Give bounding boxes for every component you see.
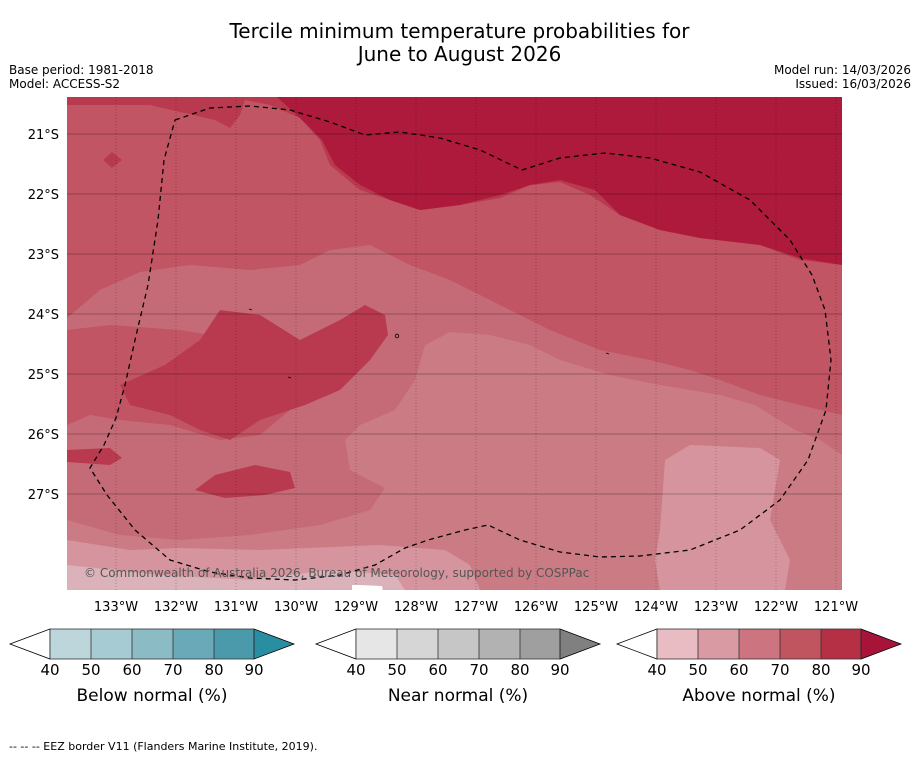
region-90-100-edge: [67, 448, 122, 465]
issued-date: Issued: 16/03/2026: [795, 77, 911, 91]
title-line-2: June to August 2026: [357, 42, 562, 66]
gridlines: [67, 97, 842, 590]
cb-near-tick: 70: [469, 661, 489, 679]
cb-below-tick: 40: [40, 661, 60, 679]
lon-label: 123°W: [694, 600, 738, 615]
model-run: Model run: 14/03/2026: [773, 63, 911, 77]
lon-label: 129°W: [334, 600, 378, 615]
title-line-1: Tercile minimum temperature probabilitie…: [229, 19, 690, 43]
lat-label: 22°S: [28, 188, 59, 203]
cb-near-tick: 90: [550, 661, 570, 679]
cb-near-title: Near normal (%): [387, 686, 529, 706]
lat-label: 23°S: [28, 248, 59, 263]
cb-near-tick: 40: [346, 661, 366, 679]
lon-label: 127°W: [454, 600, 498, 615]
base-period: Base period: 1981-2018: [9, 63, 154, 77]
region-90-100-south: [195, 465, 295, 498]
colorbar-above: [615, 628, 903, 660]
cb-above-tick: 50: [688, 661, 708, 679]
lon-label: 125°W: [574, 600, 618, 615]
cb-above-tick: 90: [851, 661, 871, 679]
cb-above-title: Above normal (%): [682, 686, 836, 706]
lon-label: 122°W: [754, 600, 798, 615]
lon-label: 128°W: [394, 600, 438, 615]
lon-label: 130°W: [274, 600, 318, 615]
colorbar-below: [8, 628, 296, 660]
cb-below-tick: 70: [163, 661, 183, 679]
cb-above-tick: 40: [647, 661, 667, 679]
colorbars: [8, 628, 903, 660]
copyright-notice: © Commonwealth of Australia 2026, Bureau…: [84, 566, 589, 580]
cb-below-tick: 60: [122, 661, 142, 679]
cb-below-tick: 50: [81, 661, 101, 679]
region-90-100-west: [120, 305, 388, 440]
lat-label: 21°S: [28, 128, 59, 143]
footnote: -- -- -- EEZ border V11 (Flanders Marine…: [9, 740, 318, 753]
lon-label: 126°W: [514, 600, 558, 615]
colorbar-near: [314, 628, 602, 660]
map-notch: [352, 585, 383, 592]
meta-left: Base period: 1981-2018 Model: ACCESS-S2: [9, 63, 154, 91]
region-100: [277, 97, 842, 265]
lat-label: 26°S: [28, 428, 59, 443]
cb-near-tick: 60: [428, 661, 448, 679]
region-90-small: [103, 152, 122, 168]
map-fill-layer: [67, 97, 842, 590]
lon-labels: 133°W 132°W 131°W 130°W 129°W 128°W 127°…: [94, 600, 858, 615]
cb-above-tick: 60: [729, 661, 749, 679]
cb-below-tick: 90: [244, 661, 264, 679]
lon-label: 131°W: [214, 600, 258, 615]
lon-label: 124°W: [634, 600, 678, 615]
meta-right: Model run: 14/03/2026 Issued: 16/03/2026: [774, 63, 911, 91]
cb-below-title: Below normal (%): [76, 686, 228, 706]
cb-near-tick: 50: [387, 661, 407, 679]
lon-label: 132°W: [154, 600, 198, 615]
cb-near-tick: 80: [510, 661, 530, 679]
lat-label: 27°S: [28, 488, 59, 503]
lon-label: 121°W: [814, 600, 858, 615]
lat-label: 24°S: [28, 308, 59, 323]
cb-above-tick: 80: [811, 661, 831, 679]
lat-labels: 21°S 22°S 23°S 24°S 25°S 26°S 27°S: [28, 128, 59, 503]
probability-map: © Commonwealth of Australia 2026, Bureau…: [28, 97, 858, 615]
islands: [248, 308, 610, 379]
chart-title: Tercile minimum temperature probabilitie…: [0, 20, 919, 66]
cb-above-tick: 70: [770, 661, 790, 679]
eez-border: [89, 105, 832, 581]
cb-below-tick: 80: [204, 661, 224, 679]
model-name: Model: ACCESS-S2: [9, 77, 121, 91]
lat-label: 25°S: [28, 368, 59, 383]
lon-label: 133°W: [94, 600, 138, 615]
